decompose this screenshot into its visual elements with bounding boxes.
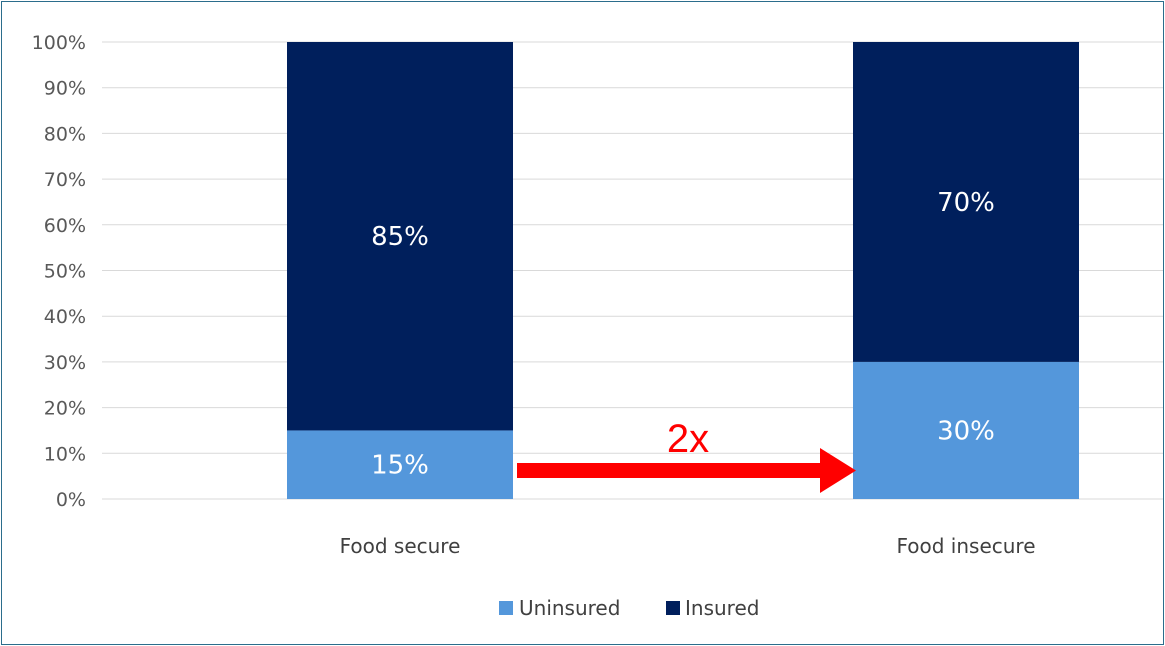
annotation-label: 2x bbox=[667, 417, 709, 461]
y-tick-label: 20% bbox=[44, 398, 86, 420]
y-tick-label: 70% bbox=[44, 169, 86, 191]
x-category-label: Food insecure bbox=[896, 534, 1035, 558]
bar-segment-uninsured bbox=[853, 361, 1079, 499]
y-tick-label: 30% bbox=[44, 352, 86, 374]
y-tick-label: 10% bbox=[44, 443, 86, 465]
annotation: 2x bbox=[517, 417, 856, 493]
x-axis-categories: Food secure Food insecure bbox=[340, 534, 1036, 558]
annotation-arrow-head bbox=[820, 448, 856, 493]
y-tick-label: 60% bbox=[44, 215, 86, 237]
y-tick-label: 0% bbox=[56, 489, 86, 511]
legend: Uninsured Insured bbox=[499, 596, 759, 620]
y-tick-label: 50% bbox=[44, 261, 86, 283]
bars bbox=[287, 42, 1079, 499]
data-label: 30% bbox=[937, 416, 995, 446]
data-labels: 15% 85% 30% 70% bbox=[371, 188, 995, 481]
bar-segment-uninsured bbox=[287, 430, 513, 499]
y-axis-ticks: 0% 10% 20% 30% 40% 50% 60% 70% 80% 90% 100% bbox=[32, 32, 86, 511]
data-label: 70% bbox=[937, 188, 995, 218]
x-category-label: Food secure bbox=[340, 534, 461, 558]
bar-segment-insured bbox=[287, 42, 513, 431]
data-label: 15% bbox=[371, 451, 429, 481]
legend-label-uninsured: Uninsured bbox=[519, 596, 620, 620]
y-tick-label: 80% bbox=[44, 123, 86, 145]
legend-swatch-uninsured bbox=[499, 601, 513, 615]
annotation-arrow-shaft bbox=[517, 463, 822, 478]
data-label: 85% bbox=[371, 222, 429, 252]
legend-swatch-insured bbox=[666, 601, 680, 615]
y-tick-label: 40% bbox=[44, 306, 86, 328]
legend-label-insured: Insured bbox=[685, 596, 759, 620]
y-tick-label: 90% bbox=[44, 78, 86, 100]
bar-segment-insured bbox=[853, 42, 1079, 362]
y-tick-label: 100% bbox=[32, 32, 86, 54]
